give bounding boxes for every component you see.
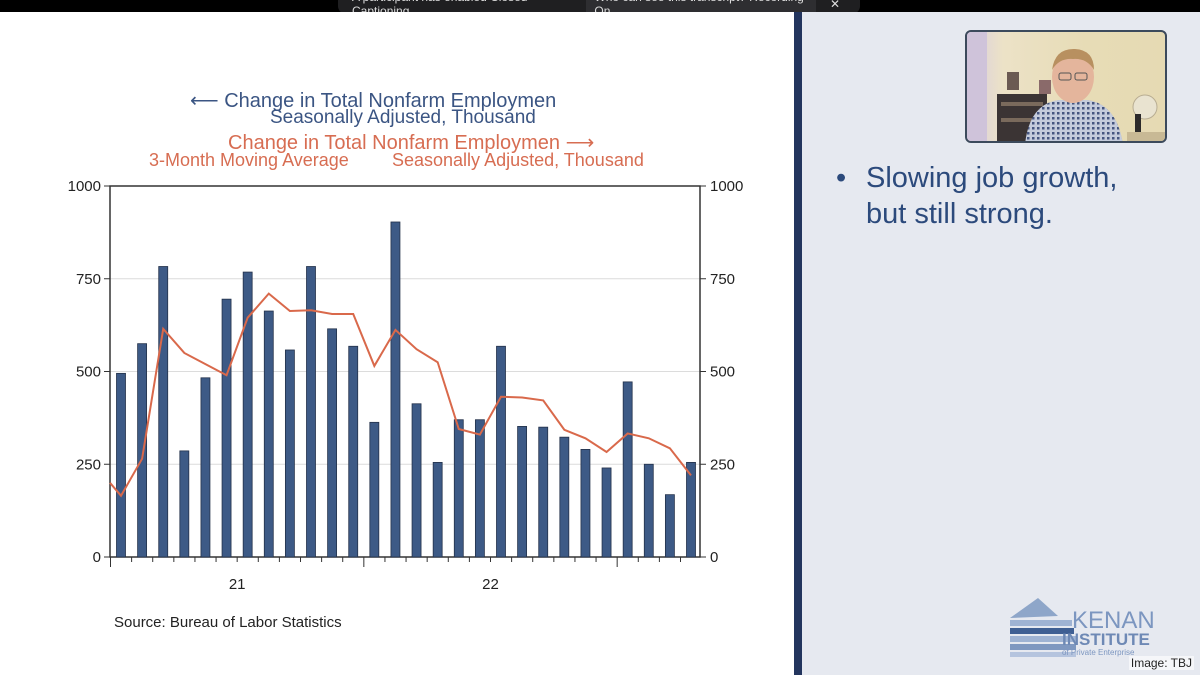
bar	[242, 271, 253, 558]
right-tick-label: 250	[710, 456, 735, 473]
right-tick-label: 750	[710, 271, 735, 288]
bar	[306, 266, 316, 558]
bar	[496, 345, 506, 558]
bar	[432, 461, 443, 558]
bullet-line-2: but still strong.	[866, 198, 1053, 230]
source-note: Source: Bureau of Labor Statistics	[114, 614, 342, 631]
left-tick-label: 1000	[68, 178, 101, 195]
plot-frame	[109, 185, 701, 558]
bar	[559, 436, 570, 558]
bar	[116, 372, 126, 558]
bar	[411, 403, 422, 558]
left-tick-label: 500	[76, 364, 101, 381]
kenan-institute-logo: KENAN INSTITUTE of Private Enterprise	[1006, 596, 1166, 658]
bar	[369, 421, 380, 558]
bar	[538, 426, 549, 558]
slide-divider	[794, 12, 802, 675]
participant-person-image	[967, 32, 1165, 141]
legend-right-title: Change in Total Nonfarm Employmen ⟶	[228, 132, 595, 154]
bar	[601, 467, 612, 558]
bar	[158, 266, 169, 558]
bar	[263, 310, 274, 558]
right-tick-label: 500	[710, 364, 735, 381]
bar	[517, 426, 528, 558]
bar	[390, 221, 401, 558]
bar	[686, 461, 696, 558]
logo-building-icon	[1010, 598, 1076, 657]
legend-right-sub2: Seasonally Adjusted, Thousand	[392, 150, 644, 170]
bar	[622, 381, 633, 558]
bullet-line-1: Slowing job growth,	[866, 162, 1118, 194]
bar	[200, 377, 211, 558]
left-tick-label: 250	[76, 456, 101, 473]
bar	[348, 345, 359, 558]
right-tick-label: 0	[710, 549, 718, 566]
bar	[643, 463, 654, 558]
left-tick-label: 0	[93, 549, 101, 566]
logo-text-kenan: KENAN	[1072, 607, 1155, 634]
bar	[327, 328, 338, 558]
legend-right-sub1: 3-Month Moving Average	[149, 150, 349, 170]
bar	[474, 419, 485, 558]
bar	[580, 449, 591, 558]
legend-left-subtitle: Seasonally Adjusted, Thousand	[270, 107, 536, 128]
legend-left-title: ⟵ Change in Total Nonfarm Employmen	[190, 90, 557, 112]
image-credit: Image: TBJ	[1128, 656, 1194, 670]
x-tick-label: 22	[482, 576, 499, 593]
x-tick-label: 21	[229, 576, 246, 593]
bar	[221, 298, 232, 558]
bar	[284, 349, 295, 558]
bar	[664, 494, 675, 558]
arrow-left-icon: ⟵	[190, 90, 225, 112]
logo-text-subtitle: of Private Enterprise	[1062, 648, 1135, 657]
close-icon[interactable]: ✕	[829, 0, 840, 11]
arrow-right-icon: ⟶	[560, 132, 595, 154]
left-tick-label: 750	[76, 271, 101, 288]
participant-video-thumbnail[interactable]	[965, 30, 1167, 143]
moving-average-line	[109, 292, 692, 498]
bar	[453, 419, 464, 558]
employment-chart: 0 0 250 250 500 500 750 750 1000 1000 21 22	[68, 178, 744, 593]
bullet-icon: •	[836, 162, 847, 194]
logo-text-institute: INSTITUTE	[1062, 630, 1150, 649]
right-tick-label: 1000	[710, 178, 743, 195]
bar	[179, 450, 190, 558]
bar	[137, 343, 148, 558]
